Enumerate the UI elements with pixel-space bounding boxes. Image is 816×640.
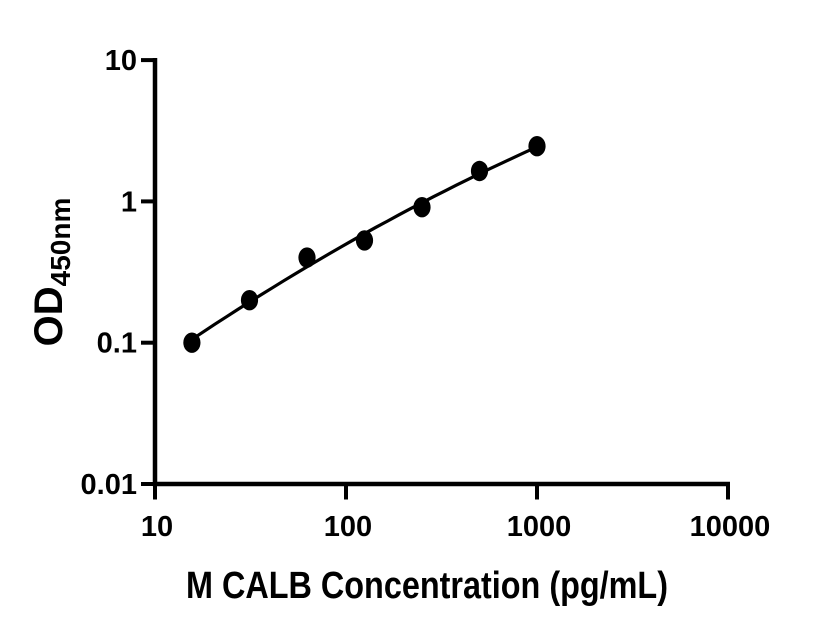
data-point bbox=[528, 136, 546, 157]
x-tick-label: 1000 bbox=[507, 511, 572, 543]
x-tick-label: 10000 bbox=[690, 511, 771, 543]
data-point bbox=[413, 197, 431, 218]
axis-ticks bbox=[141, 58, 730, 500]
axis-spines bbox=[152, 58, 730, 487]
tick-labels: 0.01 0.1 1 10 10 100 1000 10000 bbox=[81, 45, 771, 543]
x-tick-label: 100 bbox=[324, 511, 372, 543]
y-tick-label: 10 bbox=[105, 45, 137, 77]
data-points-group bbox=[183, 136, 546, 353]
y-axis-title: OD450nm bbox=[27, 198, 76, 347]
data-point bbox=[470, 160, 489, 182]
data-point bbox=[298, 247, 316, 268]
y-tick-label: 0.1 bbox=[97, 328, 137, 360]
y-tick-label: 1 bbox=[121, 186, 137, 218]
y-axis-title-subscript: 450nm bbox=[45, 198, 76, 287]
y-axis-title-main: OD bbox=[27, 286, 71, 346]
data-point bbox=[355, 230, 374, 251]
data-point bbox=[240, 290, 259, 311]
x-tick-label: 10 bbox=[141, 511, 173, 543]
y-tick-label: 0.01 bbox=[81, 469, 137, 501]
axis-spine-path bbox=[152, 58, 730, 487]
x-axis-title: M CALB Concentration (pg/mL) bbox=[186, 565, 668, 607]
data-point bbox=[183, 332, 201, 353]
